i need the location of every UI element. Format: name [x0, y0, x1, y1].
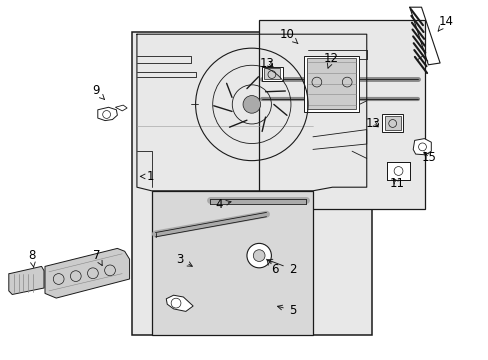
Bar	[304, 56, 359, 112]
Circle shape	[246, 243, 271, 268]
Text: 13: 13	[259, 57, 274, 69]
Bar	[151, 191, 312, 335]
Text: 3: 3	[176, 253, 192, 266]
Polygon shape	[115, 105, 127, 111]
Bar	[132, 32, 371, 335]
Polygon shape	[166, 295, 193, 311]
Polygon shape	[98, 107, 117, 121]
Bar	[259, 20, 425, 209]
Bar	[306, 58, 356, 109]
Text: 12: 12	[324, 52, 338, 68]
Text: 7: 7	[93, 249, 102, 266]
Text: 1: 1	[140, 170, 154, 183]
Text: 2: 2	[267, 259, 296, 276]
Text: 4: 4	[215, 198, 230, 211]
Circle shape	[253, 250, 264, 261]
Text: 15: 15	[421, 151, 436, 164]
Bar	[261, 67, 282, 81]
Text: 13: 13	[365, 117, 379, 130]
Text: 6: 6	[266, 259, 278, 276]
Circle shape	[243, 96, 260, 113]
Text: 8: 8	[28, 249, 36, 267]
Bar	[386, 162, 409, 180]
Bar	[264, 68, 280, 79]
Polygon shape	[9, 266, 44, 294]
Polygon shape	[412, 139, 430, 155]
Text: 11: 11	[389, 177, 404, 190]
Text: 5: 5	[277, 304, 296, 317]
Bar	[382, 114, 403, 132]
Polygon shape	[45, 248, 129, 298]
Text: 10: 10	[280, 28, 297, 44]
Text: 14: 14	[437, 15, 452, 31]
Text: 9: 9	[92, 84, 104, 99]
Bar	[384, 116, 400, 130]
